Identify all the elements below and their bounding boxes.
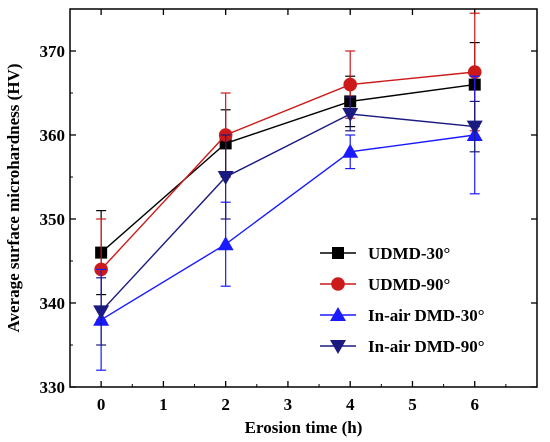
data-point (343, 77, 358, 92)
data-point (93, 305, 110, 320)
data-point (466, 120, 483, 135)
legend: UDMD-30° UDMD-90° In-air DMD-30° In-air DMD… (320, 244, 485, 356)
series-1 (94, 12, 482, 321)
y-tick-label: 350 (40, 210, 66, 229)
legend-item-1: UDMD-90° (320, 275, 450, 294)
y-tick-label: 370 (40, 42, 66, 61)
data-point (217, 171, 234, 185)
x-tick-label: 0 (97, 395, 106, 414)
series-line (100, 83, 475, 254)
series-3 (93, 96, 483, 346)
data-point (342, 108, 359, 122)
legend-item-2: In-air DMD-30° (320, 306, 485, 325)
y-tick-label: 360 (40, 126, 66, 145)
data-point (342, 143, 359, 158)
series-line (100, 113, 475, 312)
plot-frame (69, 8, 538, 388)
legend-label: UDMD-90° (368, 275, 450, 294)
series-layer (93, 12, 483, 371)
y-axis-title: Average surface microhardness (HV) (4, 64, 23, 333)
x-tick-label: 1 (159, 395, 168, 414)
legend-label: In-air DMD-90° (368, 337, 485, 356)
data-point (467, 65, 482, 79)
legend-marker (330, 340, 346, 354)
legend-marker (332, 247, 344, 259)
y-tick-label: 330 (40, 378, 66, 397)
legend-marker (331, 277, 345, 291)
legend-label: UDMD-30° (368, 244, 450, 263)
y-tick-label: 340 (40, 294, 66, 313)
legend-item-3: In-air DMD-90° (320, 337, 485, 356)
legend-item-0: UDMD-30° (320, 244, 450, 263)
x-axis-title: Erosion time (h) (245, 418, 363, 437)
data-point (217, 236, 234, 251)
legend-label: In-air DMD-30° (368, 306, 485, 325)
series-2 (93, 75, 483, 371)
x-tick-label: 4 (346, 395, 355, 414)
series-line (100, 134, 475, 321)
legend-marker (330, 307, 346, 321)
x-tick-label: 3 (284, 395, 293, 414)
axis-ticks: 0 1 2 3 4 5 6 330 340 350 360 370 (40, 9, 537, 414)
x-tick-label: 6 (470, 395, 479, 414)
x-tick-label: 2 (221, 395, 230, 414)
x-tick-label: 5 (408, 395, 417, 414)
series-line (100, 71, 475, 270)
